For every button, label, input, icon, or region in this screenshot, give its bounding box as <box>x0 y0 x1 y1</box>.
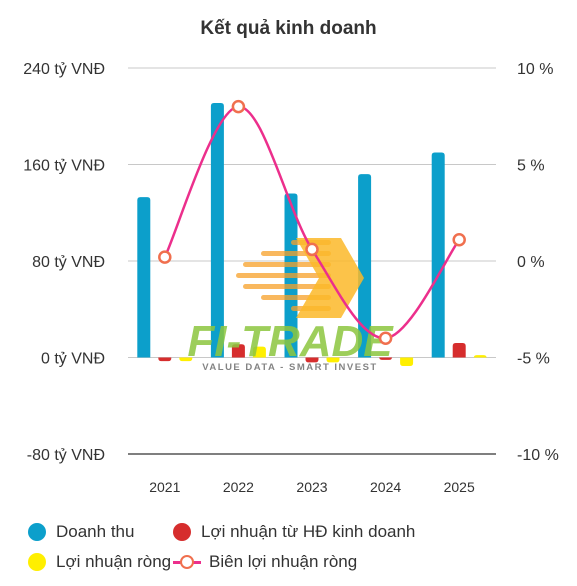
bar-1-2022[interactable] <box>231 344 245 358</box>
point-bien-loi-nhuan-2024[interactable] <box>378 331 393 345</box>
legend-label-doanh-thu: Doanh thu <box>56 522 135 541</box>
bar-2-2022[interactable] <box>252 346 266 358</box>
legend-item-bien-loi-nhuan[interactable]: Biên lợi nhuận ròng <box>173 552 357 572</box>
watermark-tagline: VALUE DATA - SMART INVEST <box>202 362 377 373</box>
point-bien-loi-nhuan-2021[interactable] <box>158 250 172 264</box>
point-bien-loi-nhuan-2025[interactable] <box>452 233 466 247</box>
watermark-stripe <box>243 284 331 289</box>
watermark-stripe <box>243 262 331 267</box>
legend-swatch-bien-loi-nhuan <box>173 553 201 571</box>
left-axis-tick-label: 80 tỷ VNĐ <box>32 254 105 271</box>
category-label: 2023 <box>296 479 327 495</box>
left-axis-tick-label: 240 tỷ VNĐ <box>23 61 105 78</box>
legend-label-loi-nhuan-hdkd: Lợi nhuận từ HĐ kinh doanh <box>201 522 416 541</box>
right-axis-tick-label: -5 % <box>517 351 550 368</box>
bar-1-2023[interactable] <box>305 357 319 363</box>
category-label: 2025 <box>444 479 475 495</box>
category-label: 2021 <box>149 479 180 495</box>
watermark-stripe <box>236 273 331 278</box>
right-axis-tick-label: 5 % <box>517 158 545 175</box>
watermark-text: FI-TRADE <box>187 317 394 366</box>
bar-0-2022[interactable] <box>210 102 224 358</box>
series-line-bien-loi-nhuan[interactable] <box>163 105 461 340</box>
bar-0-2021[interactable] <box>137 197 151 358</box>
point-bien-loi-nhuan-2023[interactable] <box>305 242 319 257</box>
left-axis-tick-label: -80 tỷ VNĐ <box>27 447 105 464</box>
bar-2-2024[interactable] <box>400 357 414 366</box>
legend-item-doanh-thu[interactable]: Doanh thu <box>28 522 134 542</box>
point-bien-loi-nhuan-2022[interactable] <box>231 99 246 114</box>
right-axis-tick-label: 10 % <box>517 61 553 78</box>
axes: 240 tỷ VNĐ 160 tỷ VNĐ 80 tỷ VNĐ 0 tỷ VNĐ -80… <box>23 61 559 495</box>
legend-item-loi-nhuan-hdkd[interactable]: Lợi nhuận từ HĐ kinh doanh <box>173 522 415 542</box>
right-axis-tick-label: -10 % <box>517 447 559 464</box>
bar-2-2023[interactable] <box>326 357 340 363</box>
legend-label-bien-loi-nhuan: Biên lợi nhuận ròng <box>209 552 358 571</box>
bar-1-2021[interactable] <box>158 357 172 362</box>
category-label: 2022 <box>223 479 254 495</box>
bar-1-2024[interactable] <box>379 356 393 360</box>
bar-1-2025[interactable] <box>452 343 466 358</box>
margin-line <box>158 99 466 345</box>
bar-0-2024[interactable] <box>358 174 372 358</box>
category-label: 2024 <box>370 479 401 495</box>
bar-2-2025[interactable] <box>473 355 487 359</box>
right-axis-tick-label: 0 % <box>517 254 545 271</box>
legend-swatch-loi-nhuan-hdkd <box>173 523 191 541</box>
chart-title: Kết quả kinh doanh <box>200 18 377 39</box>
legend-item-loi-nhuan-rong[interactable]: Lợi nhuận ròng <box>28 552 171 572</box>
legend-label-loi-nhuan-rong: Lợi nhuận ròng <box>56 552 172 571</box>
legend-swatch-doanh-thu <box>28 523 46 541</box>
left-axis-tick-label: 0 tỷ VNĐ <box>41 351 105 368</box>
bar-0-2025[interactable] <box>431 152 445 358</box>
left-axis-tick-label: 160 tỷ VNĐ <box>23 158 105 175</box>
legend-swatch-loi-nhuan-rong <box>28 553 46 571</box>
bar-2-2021[interactable] <box>179 357 193 362</box>
